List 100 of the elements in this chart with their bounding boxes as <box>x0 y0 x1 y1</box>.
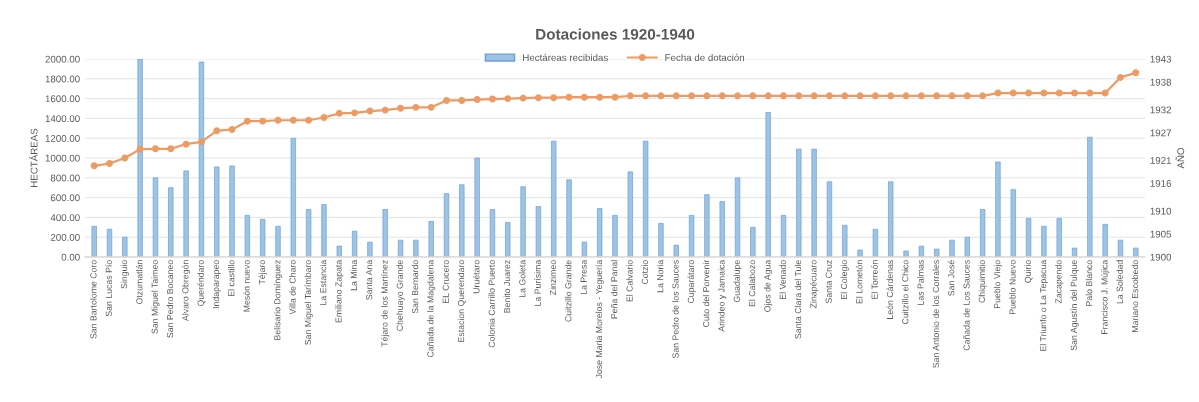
bar <box>1087 136 1093 257</box>
bar <box>321 204 327 257</box>
bar <box>122 236 128 257</box>
bar <box>168 187 174 257</box>
bar <box>1056 218 1062 257</box>
bar <box>597 208 603 257</box>
y2-tick-label: 1932 <box>1150 106 1171 114</box>
y-tick-label: 1600.00 <box>45 95 80 103</box>
x-tick-label: Cañada de la Magdalena <box>427 259 436 358</box>
x-tick-label: La Estancia <box>319 259 327 305</box>
bar <box>826 181 833 257</box>
bar <box>535 206 542 257</box>
x-tick-label: San Lucas Pío <box>105 260 112 317</box>
x-tick-label: Francisco J. Mújica <box>1101 259 1110 334</box>
x-tick-label: La Purísima <box>534 259 541 306</box>
bar <box>91 225 97 257</box>
bar <box>842 224 848 257</box>
bar <box>1102 223 1108 257</box>
bar <box>1133 247 1139 257</box>
x-tick-label: Emiliano Zapata <box>335 259 344 323</box>
x-tick-label: Las Palmas <box>917 260 924 305</box>
bar <box>658 222 664 257</box>
x-tick-label: Villa de Charo <box>289 260 296 315</box>
bar <box>520 186 526 257</box>
x-tick-label: Cuto del Porvenir <box>702 259 710 327</box>
x-tick-label: Téjaro <box>258 260 267 285</box>
y-tick-label: 200.00 <box>50 233 80 241</box>
bar <box>382 209 388 257</box>
x-tick-label: Peña del Panal <box>610 260 618 319</box>
bar <box>229 165 235 257</box>
bar <box>719 201 725 257</box>
bar <box>949 239 955 257</box>
x-tick-label: Santa Ana <box>366 259 373 300</box>
bar <box>566 179 572 257</box>
x-tick-label: Arindeo y Jamaica <box>718 259 727 332</box>
x-tick-label: Jose Maria Morelos - Yeguería <box>595 259 604 379</box>
legend-label: Hectáreas recibidas <box>523 53 608 62</box>
x-tick-label: El Triunfo o La Tepacua <box>1039 259 1048 351</box>
x-tick-label: San Miguel Tarímbaro <box>304 260 313 345</box>
bar <box>673 244 679 257</box>
bar <box>581 241 588 257</box>
bar <box>979 209 986 257</box>
y-tick-label: 400.00 <box>50 214 80 222</box>
bar <box>275 225 281 257</box>
x-tick-label: El Torreón <box>871 260 878 299</box>
x-tick-label: Queréndaro <box>197 260 206 307</box>
bar <box>780 215 787 257</box>
x-tick-label: Santa Clara del Tule <box>794 260 802 339</box>
bar <box>428 221 434 257</box>
bar <box>765 112 771 257</box>
x-tick-label: Cañada de Los Sauces <box>963 260 970 351</box>
x-tick-label: Alvaro Obregón <box>181 260 191 322</box>
x-tick-label: La Noria <box>656 259 664 293</box>
x-tick-label: San Pedro de los Sauces <box>672 260 679 359</box>
y-tick-label: 0.00 <box>61 253 80 261</box>
bar <box>367 241 373 257</box>
bar <box>474 157 480 257</box>
bar <box>811 148 817 257</box>
y2-tick-label: 1921 <box>1150 157 1172 164</box>
x-tick-label: Pueblo Nuevo <box>1009 260 1016 315</box>
bar <box>183 170 189 257</box>
x-tick-label: Zinapécuaro <box>810 260 819 309</box>
bar <box>995 161 1001 257</box>
bar <box>214 166 220 257</box>
x-tick-label: Guadalupe <box>733 260 742 303</box>
x-tick-label: El Lometón <box>855 260 863 304</box>
bar <box>152 177 159 257</box>
y-tick-label: 2000.00 <box>45 55 80 63</box>
chart-title: Dotaciones 1920-1940 <box>536 28 695 40</box>
bar <box>918 245 925 257</box>
x-tick-label: Belisario Domínguez <box>273 260 283 340</box>
bar <box>459 184 465 257</box>
x-tick-label: Ojos de Agua <box>764 259 773 312</box>
y2-tick-label: 1910 <box>1150 207 1172 215</box>
bar <box>260 219 266 257</box>
x-tick-label: Benito Juarez <box>503 260 511 313</box>
y-tick-label: 1000.00 <box>45 154 80 162</box>
x-tick-label: Indaparapeo <box>212 260 221 309</box>
y2-tick-label: 1905 <box>1150 230 1172 238</box>
y-tick-label: 1400.00 <box>45 115 80 123</box>
x-tick-label: Singuio <box>120 260 129 289</box>
bar <box>351 230 358 257</box>
x-tick-label: Mariano Escobedo <box>1131 260 1139 333</box>
x-tick-label: La Soledad <box>1116 260 1123 304</box>
bar <box>934 248 940 257</box>
y2-tick-label: 1943 <box>1150 55 1172 63</box>
bar <box>290 137 296 257</box>
bar <box>964 236 970 257</box>
bar <box>857 249 863 257</box>
x-tick-label: San Miguel Taimeo <box>151 260 160 334</box>
x-tick-label: San Agustín del Pulque <box>1070 260 1079 351</box>
x-tick-label: Estacion Querendaro <box>457 260 466 342</box>
x-tick-label: El Calabozo <box>748 260 756 307</box>
x-tick-label: Zinzimeo <box>549 260 557 295</box>
bar <box>336 245 342 257</box>
x-tick-label: Uruétaro <box>472 260 480 294</box>
bar <box>1010 189 1016 257</box>
bar <box>551 140 557 257</box>
y-tick-label: 800.00 <box>50 174 80 182</box>
x-tick-label: Chehuayo Grande <box>396 260 405 331</box>
